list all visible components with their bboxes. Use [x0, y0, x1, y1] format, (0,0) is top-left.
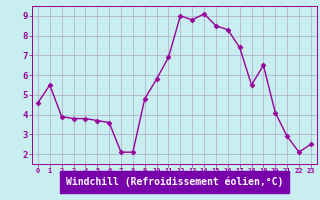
X-axis label: Windchill (Refroidissement éolien,°C): Windchill (Refroidissement éolien,°C): [66, 177, 283, 187]
